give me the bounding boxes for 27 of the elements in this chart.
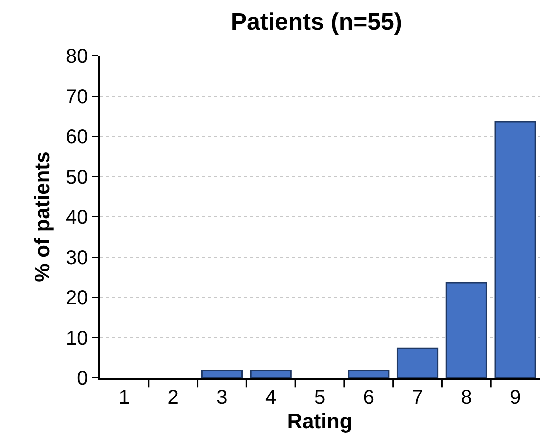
y-tick-label: 20 xyxy=(66,288,88,310)
x-tick-label: 8 xyxy=(461,386,472,409)
x-tick-label: 4 xyxy=(266,386,277,409)
x-tick-label: 7 xyxy=(412,386,424,409)
y-tick-label: 80 xyxy=(66,46,88,68)
x-tick-label: 2 xyxy=(168,386,179,409)
y-tick-label: 40 xyxy=(66,207,88,229)
bar xyxy=(396,348,439,378)
x-tick-label: 5 xyxy=(314,386,326,409)
y-tick-label: 10 xyxy=(66,328,88,350)
bar xyxy=(348,370,390,378)
x-tick-label: 9 xyxy=(510,386,522,409)
x-tick-label: 3 xyxy=(216,386,228,409)
bar xyxy=(250,370,292,378)
bar xyxy=(494,121,536,378)
y-tick-label: 0 xyxy=(77,368,88,390)
y-tick-label: 60 xyxy=(66,126,88,148)
y-axis-title: % of patients xyxy=(32,152,55,282)
x-tick-label: 1 xyxy=(118,386,130,409)
x-tick-label: 6 xyxy=(363,386,374,409)
chart-title: Patients (n=55) xyxy=(230,9,402,36)
y-tick-label: 70 xyxy=(66,86,88,108)
y-tick-label: 50 xyxy=(66,166,88,189)
bar xyxy=(446,282,488,378)
bar xyxy=(201,370,244,378)
y-tick-label: 30 xyxy=(66,247,88,270)
x-axis-title: Rating xyxy=(287,410,353,434)
